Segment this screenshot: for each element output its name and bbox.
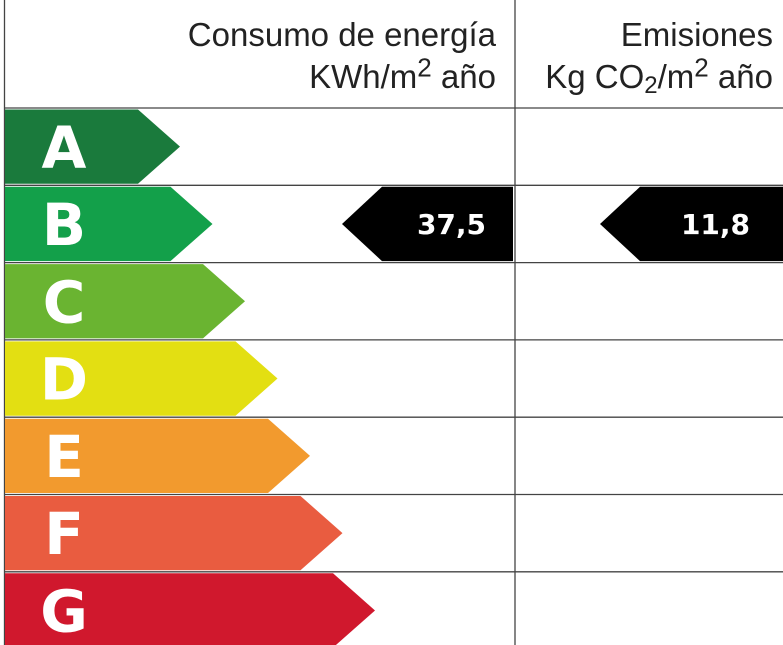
emisiones-title: Emisiones [620, 16, 773, 53]
value-markers: 37,5 11,8 [342, 186, 783, 262]
rating-arrow-c [5, 264, 245, 339]
consumo-title: Consumo de energía [187, 16, 496, 53]
consumo-value-label: 37,5 [417, 208, 486, 241]
rating-arrow-g [5, 573, 375, 645]
rating-arrow-b [5, 186, 213, 262]
rating-arrow-f [5, 496, 343, 571]
rating-arrow-d [5, 341, 278, 416]
rating-letter-b: B [42, 191, 86, 259]
rating-arrow-a [5, 109, 180, 184]
rating-letter-g: G [40, 577, 88, 645]
consumo-value-marker [342, 186, 513, 262]
table-grid [3, 0, 783, 645]
rating-letter-e: E [44, 423, 84, 491]
emisiones-value-marker [600, 186, 783, 262]
rating-letter-c: C [43, 268, 86, 336]
emisiones-value-label: 11,8 [681, 208, 750, 241]
rating-letter-a: A [42, 114, 87, 182]
rating-arrow-e [5, 418, 310, 493]
rating-letter-f: F [44, 500, 84, 568]
consumo-unit: KWh/m2 año [309, 52, 496, 95]
rating-letter-d: D [40, 346, 88, 414]
emisiones-unit: Kg CO2/m2 año [545, 52, 773, 99]
